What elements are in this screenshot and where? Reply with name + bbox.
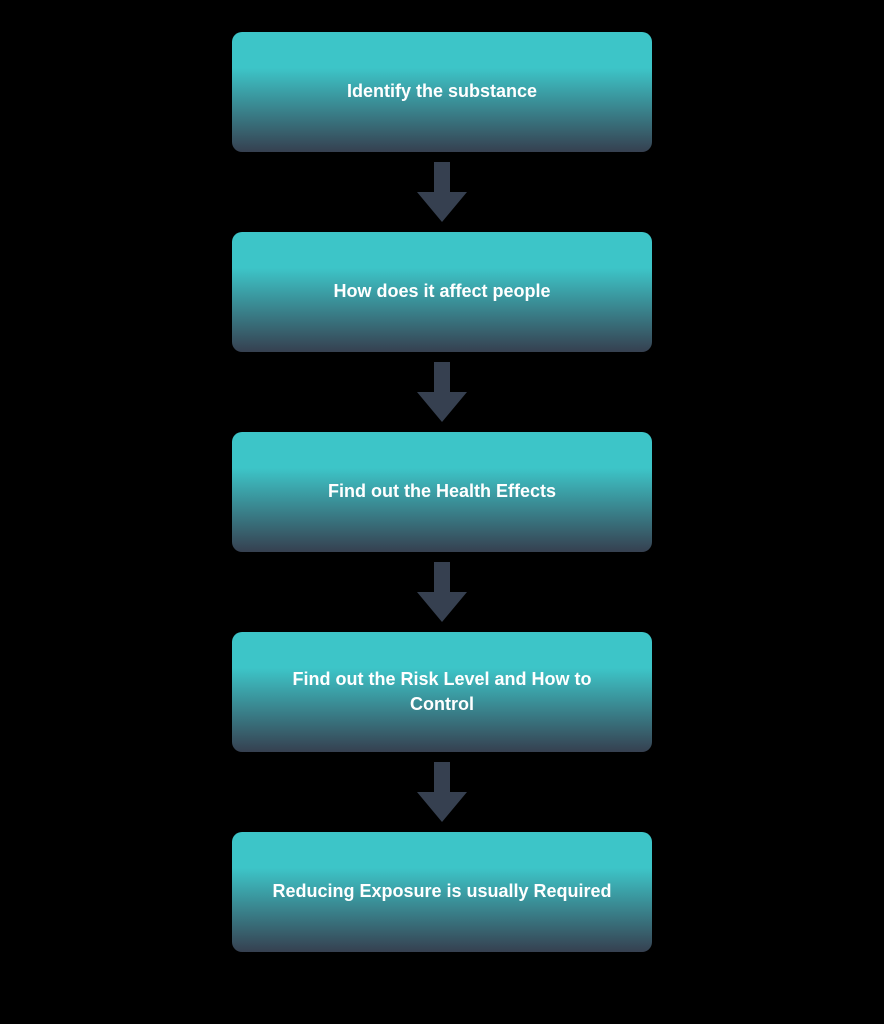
flowchart-node-step-2: How does it affect people xyxy=(232,232,652,352)
flowchart-node-step-5: Reducing Exposure is usually Required xyxy=(232,832,652,952)
flowchart-arrow xyxy=(417,554,467,630)
arrow-down-icon xyxy=(417,362,467,422)
node-label: Identify the substance xyxy=(347,79,537,104)
arrow-down-icon xyxy=(417,762,467,822)
flowchart-node-step-3: Find out the Health Effects xyxy=(232,432,652,552)
flowchart-node-step-4: Find out the Risk Level and How to Contr… xyxy=(232,632,652,752)
node-label: Find out the Health Effects xyxy=(328,479,556,504)
flowchart-arrow xyxy=(417,754,467,830)
flowchart-arrow xyxy=(417,354,467,430)
arrow-down-icon xyxy=(417,562,467,622)
node-label: Find out the Risk Level and How to Contr… xyxy=(272,667,612,717)
arrow-down-icon xyxy=(417,162,467,222)
node-label: Reducing Exposure is usually Required xyxy=(272,879,611,904)
flowchart-node-step-1: Identify the substance xyxy=(232,32,652,152)
node-label: How does it affect people xyxy=(333,279,550,304)
flowchart-arrow xyxy=(417,154,467,230)
